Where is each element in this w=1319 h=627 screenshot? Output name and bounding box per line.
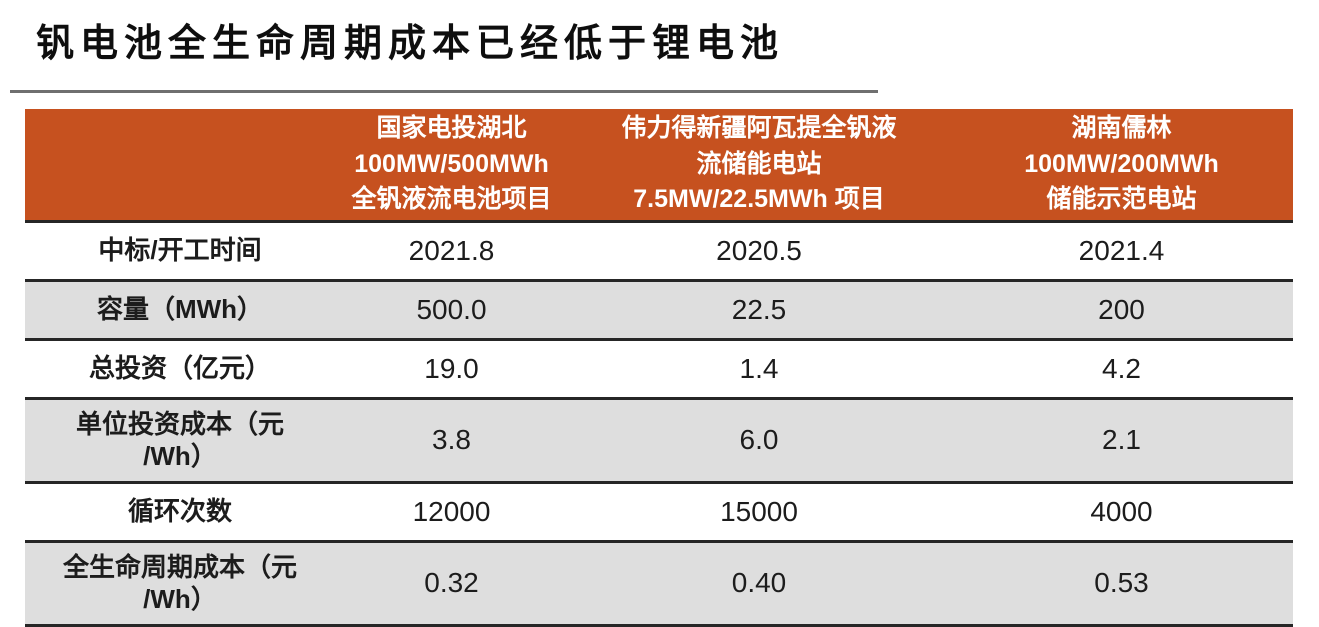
value-cell: 12000	[412, 495, 491, 527]
value-cell: 22.5	[731, 293, 787, 325]
header-project-3: 湖南儒林 100MW/200MWh 储能示范电站	[950, 109, 1293, 223]
table-row: 全生命周期成本（元 /Wh） 0.32 0.40 0.53	[25, 541, 1293, 625]
value-cell: 2021.8	[408, 234, 495, 266]
value-cell: 2021.4	[1078, 234, 1165, 266]
value-cell: 200	[1098, 293, 1145, 325]
page-title: 钒电池全生命周期成本已经低于锂电池	[36, 20, 785, 65]
value-cell: 6.0	[739, 424, 779, 455]
table-row: 循环次数 12000 15000 4000	[25, 482, 1293, 541]
title-underline	[10, 90, 878, 93]
row-label-cell: 容量（MWh）	[96, 294, 264, 325]
value-cell: 4.2	[1102, 352, 1141, 384]
row-label-cell: 单位投资成本（元 /Wh）	[75, 408, 284, 472]
table-row: 中标/开工时间 2021.8 2020.5 2021.4	[25, 221, 1293, 280]
value-cell: 500.0	[416, 293, 487, 325]
table-row: 总投资（亿元） 19.0 1.4 4.2	[25, 339, 1293, 398]
row-label-cell: 中标/开工时间	[98, 235, 262, 266]
table-header-row: 国家电投湖北 100MW/500MWh 全钒液流电池项目 伟力得新疆阿瓦提全钒液…	[25, 109, 1293, 223]
header-corner-cell	[25, 109, 335, 223]
value-cell: 19.0	[424, 352, 479, 384]
cost-comparison-table: 国家电投湖北 100MW/500MWh 全钒液流电池项目 伟力得新疆阿瓦提全钒液…	[25, 109, 1293, 627]
table-row: 容量（MWh） 500.0 22.5 200	[25, 280, 1293, 339]
table-row: 单位投资成本（元 /Wh） 3.8 6.0 2.1	[25, 398, 1293, 482]
value-cell: 4000	[1090, 495, 1153, 527]
row-label-cell: 循环次数	[127, 496, 232, 527]
value-cell: 15000	[720, 495, 798, 527]
value-cell: 3.8	[432, 424, 471, 455]
header-project-2: 伟力得新疆阿瓦提全钒液 流储能电站 7.5MW/22.5MWh 项目	[568, 109, 950, 223]
value-cell: 0.40	[731, 567, 787, 598]
value-cell: 0.32	[424, 567, 479, 598]
row-label-cell: 总投资（亿元）	[88, 353, 271, 384]
value-cell: 0.53	[1094, 567, 1149, 598]
header-project-1: 国家电投湖北 100MW/500MWh 全钒液流电池项目	[335, 109, 568, 223]
value-cell: 2.1	[1102, 424, 1141, 455]
row-label-cell: 全生命周期成本（元 /Wh）	[62, 551, 297, 615]
value-cell: 2020.5	[716, 234, 802, 266]
value-cell: 1.4	[739, 352, 779, 384]
